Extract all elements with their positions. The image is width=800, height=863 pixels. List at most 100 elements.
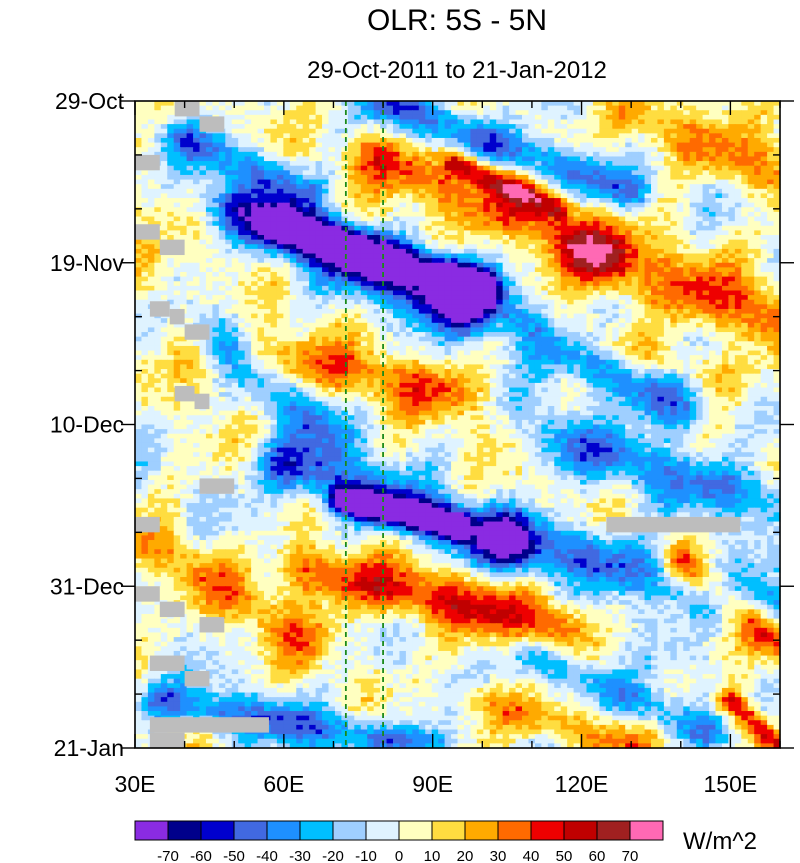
field-cell: [760, 161, 768, 167]
field-cell: [251, 253, 259, 259]
field-cell: [180, 253, 188, 259]
field-cell: [715, 225, 723, 231]
field-cell: [264, 271, 272, 278]
field-cell: [567, 151, 575, 158]
field-cell: [483, 225, 491, 231]
field-cell: [612, 299, 620, 305]
field-cell: [754, 253, 762, 259]
field-cell: [522, 239, 530, 245]
field-cell: [199, 202, 207, 208]
field-cell: [135, 188, 143, 195]
field-cell: [586, 193, 594, 199]
field-cell: [160, 147, 168, 153]
field-cell: [264, 188, 272, 195]
field-cell: [670, 327, 678, 333]
field-cell: [238, 258, 246, 264]
field-cell: [135, 322, 143, 329]
field-cell: [476, 235, 484, 241]
field-cell: [554, 147, 562, 153]
field-cell: [425, 101, 433, 107]
field-cell: [483, 327, 491, 333]
field-cell: [489, 327, 497, 333]
field-cell: [218, 304, 226, 310]
field-cell: [638, 142, 646, 148]
field-cell: [135, 285, 143, 292]
field-cell: [147, 239, 155, 245]
field-cell: [483, 230, 491, 236]
field-cell: [592, 281, 600, 287]
field-cell: [670, 295, 678, 301]
field-cell: [141, 110, 149, 116]
field-cell: [541, 124, 549, 130]
field-cell: [547, 174, 555, 181]
field-cell: [180, 174, 188, 181]
field-cell: [328, 211, 336, 218]
field-cell: [580, 304, 588, 310]
field-cell: [696, 248, 704, 255]
field-cell: [367, 276, 375, 282]
field-cell: [773, 248, 781, 255]
field-cell: [547, 327, 555, 333]
field-cell: [754, 304, 762, 310]
field-cell: [560, 128, 568, 134]
field-cell: [380, 211, 388, 218]
field-cell: [644, 239, 652, 245]
field-cell: [728, 262, 736, 268]
field-cell: [412, 230, 420, 236]
field-cell: [225, 142, 233, 148]
field-cell: [412, 142, 420, 148]
field-cell: [605, 179, 613, 185]
field-cell: [418, 216, 426, 222]
field-cell: [741, 318, 749, 324]
field-cell: [218, 239, 226, 245]
field-cell: [734, 235, 742, 241]
field-cell: [393, 318, 401, 324]
field-cell: [180, 151, 188, 158]
field-cell: [244, 230, 252, 236]
field-cell: [276, 221, 284, 227]
field-cell: [218, 248, 226, 255]
field-cell: [612, 281, 620, 287]
field-cell: [244, 258, 252, 264]
field-cell: [502, 179, 510, 185]
field-cell: [676, 308, 684, 315]
field-cell: [709, 119, 717, 125]
field-cell: [767, 128, 775, 134]
field-cell: [212, 262, 220, 268]
field-cell: [328, 221, 336, 227]
field-cell: [489, 137, 497, 144]
field-cell: [502, 262, 510, 268]
field-cell: [231, 271, 239, 278]
field-cell: [702, 202, 710, 208]
field-cell: [431, 308, 439, 315]
field-cell: [160, 110, 168, 116]
field-cell: [373, 137, 381, 144]
field-cell: [754, 230, 762, 236]
field-cell: [231, 258, 239, 264]
field-cell: [367, 318, 375, 324]
field-cell: [728, 207, 736, 213]
field-cell: [205, 285, 213, 292]
field-cell: [528, 308, 536, 315]
field-cell: [289, 193, 297, 199]
field-cell: [135, 128, 143, 134]
field-cell: [631, 262, 639, 268]
field-cell: [283, 299, 291, 305]
field-cell: [373, 271, 381, 278]
field-cell: [315, 137, 323, 144]
field-cell: [193, 147, 201, 153]
field-cell: [509, 239, 517, 245]
field-cell: [399, 119, 407, 125]
field-cell: [244, 295, 252, 301]
field-cell: [638, 262, 646, 268]
field-cell: [522, 114, 530, 121]
field-cell: [276, 198, 284, 204]
field-cell: [554, 253, 562, 259]
field-cell: [580, 299, 588, 305]
field-cell: [728, 142, 736, 148]
field-cell: [663, 308, 671, 315]
field-cell: [483, 114, 491, 121]
field-cell: [444, 128, 452, 134]
field-cell: [760, 105, 768, 111]
field-cell: [425, 193, 433, 199]
